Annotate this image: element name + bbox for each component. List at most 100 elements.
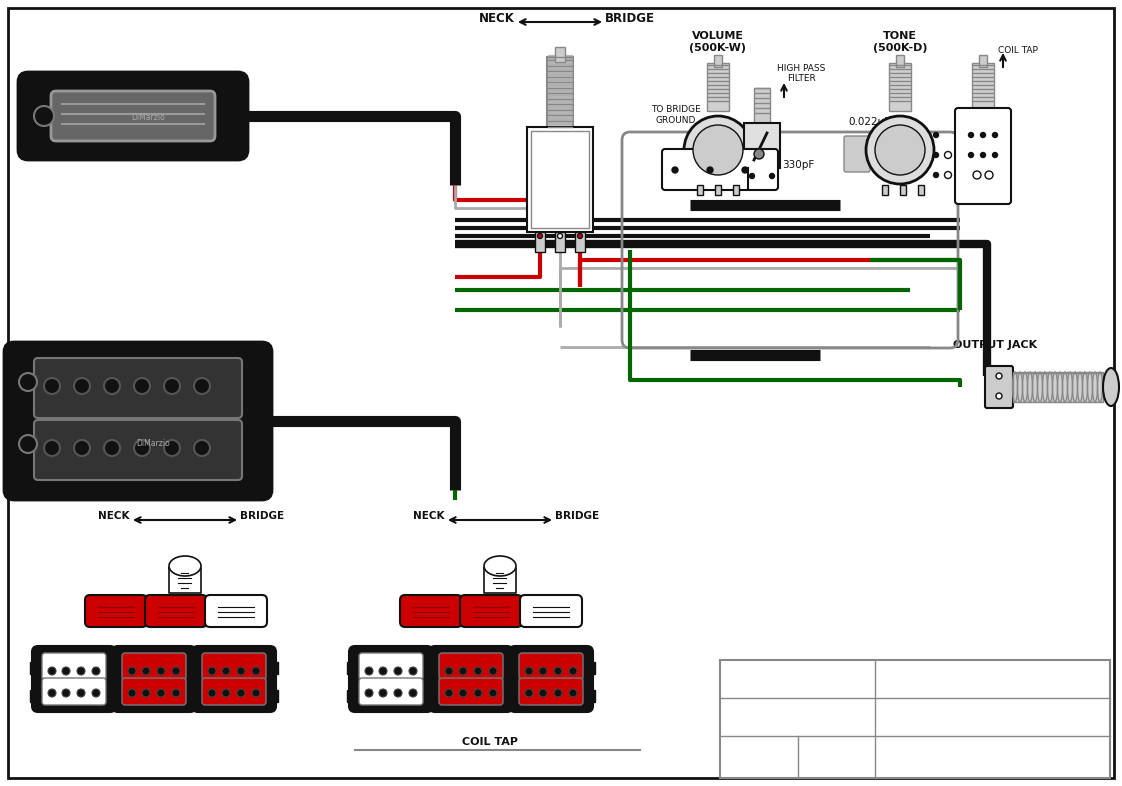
Ellipse shape	[237, 667, 245, 675]
Ellipse shape	[569, 667, 577, 675]
Ellipse shape	[365, 689, 373, 697]
FancyBboxPatch shape	[42, 653, 105, 680]
Bar	[548, 57, 573, 127]
Ellipse shape	[968, 152, 974, 157]
Ellipse shape	[672, 167, 678, 173]
Ellipse shape	[525, 689, 533, 697]
Ellipse shape	[252, 689, 260, 697]
FancyBboxPatch shape	[50, 91, 215, 141]
Text: NECK: NECK	[414, 511, 445, 521]
Text: BRIDGE: BRIDGE	[240, 511, 284, 521]
Ellipse shape	[379, 689, 387, 697]
FancyBboxPatch shape	[34, 358, 242, 418]
Bar	[555, 47, 565, 62]
Ellipse shape	[489, 689, 497, 697]
Ellipse shape	[754, 149, 764, 159]
FancyBboxPatch shape	[401, 595, 462, 627]
Ellipse shape	[34, 106, 54, 126]
Ellipse shape	[934, 152, 938, 157]
Ellipse shape	[222, 667, 230, 675]
Ellipse shape	[554, 667, 562, 675]
Text: TITLE: TITLE	[781, 673, 813, 683]
FancyBboxPatch shape	[429, 646, 513, 712]
Ellipse shape	[142, 689, 150, 697]
Ellipse shape	[558, 233, 562, 238]
Ellipse shape	[134, 378, 150, 394]
Ellipse shape	[934, 172, 938, 178]
Text: VOLUME
(500K-W): VOLUME (500K-W)	[690, 31, 746, 53]
Bar	[715, 185, 721, 195]
Bar	[190, 662, 197, 674]
Ellipse shape	[770, 174, 774, 178]
Ellipse shape	[996, 373, 1002, 379]
Bar	[527, 127, 594, 232]
Text: DRAWN: DRAWN	[738, 745, 780, 755]
Ellipse shape	[194, 440, 210, 456]
Bar	[714, 55, 721, 67]
Ellipse shape	[973, 171, 981, 179]
FancyBboxPatch shape	[112, 646, 196, 712]
Ellipse shape	[208, 689, 217, 697]
Ellipse shape	[379, 667, 387, 675]
Bar	[754, 88, 770, 123]
Ellipse shape	[981, 133, 985, 138]
Ellipse shape	[77, 667, 85, 675]
Bar	[574, 232, 585, 252]
Bar	[918, 185, 925, 195]
Ellipse shape	[473, 689, 482, 697]
FancyBboxPatch shape	[509, 646, 594, 712]
Bar	[427, 662, 435, 674]
Bar	[744, 123, 780, 168]
Bar	[427, 662, 435, 674]
Ellipse shape	[44, 440, 59, 456]
Text: WIRING DIAGRAM: WIRING DIAGRAM	[745, 711, 848, 721]
Text: TONE
(500K-D): TONE (500K-D)	[873, 31, 927, 53]
Ellipse shape	[537, 233, 543, 238]
Bar	[980, 55, 987, 67]
FancyBboxPatch shape	[34, 420, 242, 480]
Text: Ibanez: Ibanez	[929, 740, 1055, 773]
Bar	[697, 185, 703, 195]
Bar	[427, 690, 435, 702]
Bar	[190, 662, 197, 674]
Ellipse shape	[134, 440, 150, 456]
Ellipse shape	[539, 667, 548, 675]
Ellipse shape	[981, 152, 985, 157]
FancyBboxPatch shape	[18, 72, 248, 160]
Ellipse shape	[92, 689, 100, 697]
Bar	[531, 131, 589, 228]
Bar	[507, 662, 515, 674]
Bar	[30, 662, 38, 674]
Ellipse shape	[569, 689, 577, 697]
Text: 0.022uF: 0.022uF	[848, 117, 890, 127]
FancyBboxPatch shape	[205, 595, 267, 627]
Ellipse shape	[44, 378, 59, 394]
Ellipse shape	[172, 689, 180, 697]
Text: BRIDGE: BRIDGE	[605, 12, 655, 24]
Bar	[110, 662, 118, 674]
Ellipse shape	[128, 689, 136, 697]
FancyBboxPatch shape	[955, 108, 1011, 204]
Bar	[110, 690, 118, 702]
Bar	[270, 662, 278, 674]
Bar	[190, 690, 197, 702]
FancyBboxPatch shape	[519, 595, 582, 627]
FancyBboxPatch shape	[985, 366, 1013, 408]
Ellipse shape	[578, 233, 582, 238]
Ellipse shape	[394, 689, 402, 697]
Bar	[882, 185, 888, 195]
FancyBboxPatch shape	[359, 678, 423, 705]
Ellipse shape	[164, 378, 180, 394]
Ellipse shape	[208, 667, 217, 675]
Ellipse shape	[365, 667, 373, 675]
Ellipse shape	[459, 689, 467, 697]
Ellipse shape	[169, 556, 201, 576]
Text: 330pF: 330pF	[782, 160, 815, 170]
Bar	[30, 690, 38, 702]
Ellipse shape	[945, 171, 951, 178]
Ellipse shape	[684, 116, 752, 184]
Bar	[347, 662, 355, 674]
Ellipse shape	[74, 378, 90, 394]
Ellipse shape	[48, 689, 56, 697]
FancyBboxPatch shape	[202, 653, 266, 680]
